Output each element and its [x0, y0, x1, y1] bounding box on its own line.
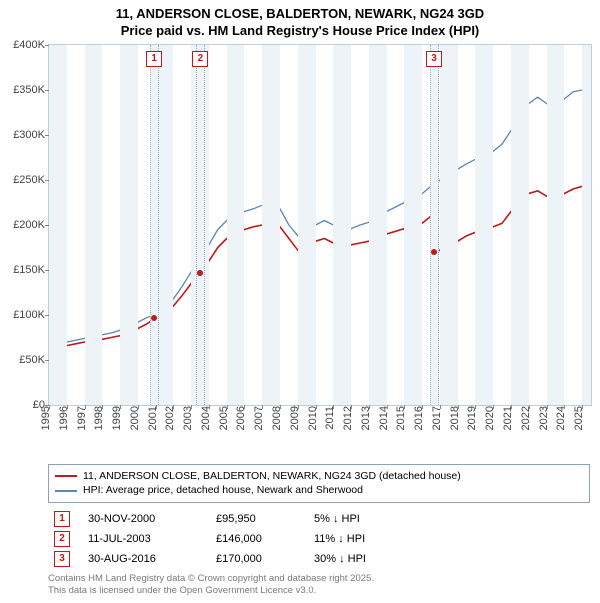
x-tick-label: 2015: [391, 406, 407, 430]
x-tick-label: 2021: [498, 406, 514, 430]
chart-container: 11, ANDERSON CLOSE, BALDERTON, NEWARK, N…: [0, 0, 600, 597]
legend-row: HPI: Average price, detached house, Newa…: [55, 483, 583, 498]
x-tick-label: 2006: [231, 406, 247, 430]
y-tick-label: £200K: [13, 219, 45, 231]
sale-marker-box: 3: [426, 51, 442, 67]
y-tick-label: £50K: [19, 354, 45, 366]
x-tick-label: 2018: [444, 406, 460, 430]
sales-table-row: 2 11-JUL-2003 £146,000 11% ↓ HPI: [48, 529, 590, 549]
x-tick-label: 2014: [373, 406, 389, 430]
legend-swatch-hpi: [55, 490, 77, 492]
sales-row-diff: 11% ↓ HPI: [314, 533, 404, 545]
x-tick-label: 2004: [196, 406, 212, 430]
x-tick-label: 2002: [160, 406, 176, 430]
sales-table-row: 3 30-AUG-2016 £170,000 30% ↓ HPI: [48, 549, 590, 569]
plot-area: £0£50K£100K£150K£200K£250K£300K£350K£400…: [48, 44, 592, 406]
x-tick-label: 2023: [533, 406, 549, 430]
y-tick-label: £100K: [13, 309, 45, 321]
sales-row-index: 3: [54, 551, 70, 567]
y-tick-label: £350K: [13, 84, 45, 96]
sale-highlight-band: [196, 45, 205, 405]
sales-row-price: £95,950: [216, 513, 296, 525]
sale-marker-box: 2: [192, 51, 208, 67]
x-tick-label: 2003: [178, 406, 194, 430]
sale-marker-dot: [151, 315, 157, 321]
x-tick-label: 1999: [107, 406, 123, 430]
sale-marker-dot: [197, 270, 203, 276]
x-tick-label: 1995: [36, 406, 52, 430]
legend-swatch-price: [55, 475, 77, 477]
sale-marker-dot: [431, 249, 437, 255]
x-tick-label: 1996: [54, 406, 70, 430]
sales-table-row: 1 30-NOV-2000 £95,950 5% ↓ HPI: [48, 509, 590, 529]
x-tick-label: 2001: [142, 406, 158, 430]
sales-row-price: £170,000: [216, 553, 296, 565]
footnote-line2: This data is licensed under the Open Gov…: [48, 585, 590, 597]
footnote-line1: Contains HM Land Registry data © Crown c…: [48, 573, 590, 585]
x-tick-label: 2017: [427, 406, 443, 430]
x-tick-label: 1998: [89, 406, 105, 430]
x-tick-label: 2012: [338, 406, 354, 430]
x-tick-label: 1997: [71, 406, 87, 430]
x-tick-label: 2016: [409, 406, 425, 430]
sales-row-diff: 5% ↓ HPI: [314, 513, 404, 525]
x-tick-label: 2010: [302, 406, 318, 430]
legend-row: 11, ANDERSON CLOSE, BALDERTON, NEWARK, N…: [55, 469, 583, 484]
x-tick-label: 2022: [516, 406, 532, 430]
sales-row-index: 2: [54, 531, 70, 547]
x-tick-label: 2013: [356, 406, 372, 430]
x-tick-label: 2024: [551, 406, 567, 430]
sale-marker-box: 1: [146, 51, 162, 67]
x-tick-label: 2009: [285, 406, 301, 430]
x-axis-ticks: 1995199619971998199920002001200220032004…: [48, 406, 590, 458]
sales-row-date: 30-AUG-2016: [88, 553, 198, 565]
y-tick-label: £300K: [13, 129, 45, 141]
sales-row-index: 1: [54, 511, 70, 527]
y-axis-ticks: £0£50K£100K£150K£200K£250K£300K£350K£400…: [1, 45, 49, 405]
x-tick-label: 2019: [462, 406, 478, 430]
y-tick-label: £250K: [13, 174, 45, 186]
sale-highlight-band: [430, 45, 439, 405]
title-line2: Price paid vs. HM Land Registry's House …: [0, 23, 600, 40]
sales-row-date: 30-NOV-2000: [88, 513, 198, 525]
sales-row-date: 11-JUL-2003: [88, 533, 198, 545]
y-tick-label: £400K: [13, 39, 45, 51]
sales-row-price: £146,000: [216, 533, 296, 545]
x-tick-label: 2020: [480, 406, 496, 430]
legend-label-hpi: HPI: Average price, detached house, Newa…: [83, 483, 363, 498]
footnote: Contains HM Land Registry data © Crown c…: [48, 573, 590, 597]
x-tick-label: 2007: [249, 406, 265, 430]
x-tick-label: 2005: [213, 406, 229, 430]
title-line1: 11, ANDERSON CLOSE, BALDERTON, NEWARK, N…: [0, 6, 600, 23]
x-tick-label: 2011: [320, 406, 336, 430]
legend-label-price: 11, ANDERSON CLOSE, BALDERTON, NEWARK, N…: [83, 469, 461, 484]
sales-table: 1 30-NOV-2000 £95,950 5% ↓ HPI 2 11-JUL-2003 £…: [48, 509, 590, 569]
sale-highlight-band: [150, 45, 159, 405]
y-tick-label: £150K: [13, 264, 45, 276]
x-tick-label: 2008: [267, 406, 283, 430]
x-tick-label: 2000: [125, 406, 141, 430]
chart-title: 11, ANDERSON CLOSE, BALDERTON, NEWARK, N…: [0, 0, 600, 44]
sales-row-diff: 30% ↓ HPI: [314, 553, 404, 565]
x-tick-label: 2025: [569, 406, 585, 430]
legend: 11, ANDERSON CLOSE, BALDERTON, NEWARK, N…: [48, 464, 590, 503]
